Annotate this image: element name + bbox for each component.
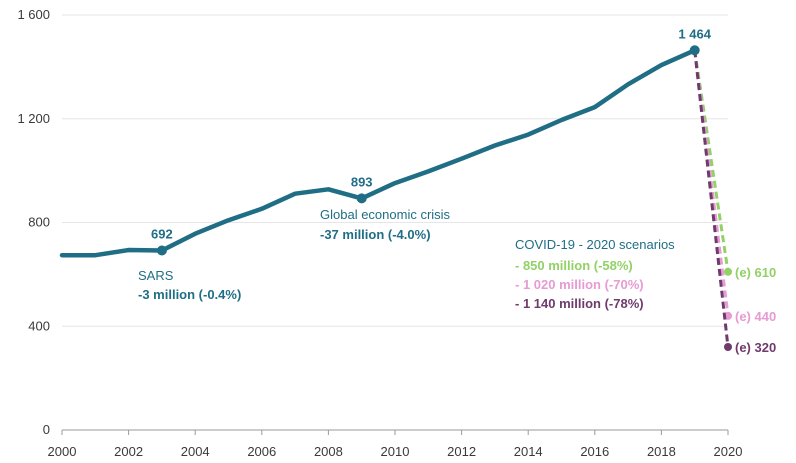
covid-scenarios-title: COVID-19 - 2020 scenarios xyxy=(515,237,675,252)
x-tick-label: 2002 xyxy=(114,444,143,459)
y-tick-label: 0 xyxy=(43,422,50,437)
scenario-end-labels: (e) 610 (e) 440 (e) 320 xyxy=(735,265,776,355)
x-tick-label: 2020 xyxy=(714,444,743,459)
scenario-end-marker xyxy=(724,267,732,276)
y-axis-ticks: 0 400 800 1 200 1 600 xyxy=(17,7,50,437)
sars-annotation-value: -3 million (-0.4%) xyxy=(138,287,241,302)
y-tick-label: 1 200 xyxy=(17,111,50,126)
x-tick-label: 2000 xyxy=(48,444,77,459)
y-tick-label: 800 xyxy=(28,215,50,230)
point-value-label: 1 464 xyxy=(678,26,711,41)
scenario-end-label: (e) 440 xyxy=(735,309,776,324)
x-tick-label: 2012 xyxy=(447,444,476,459)
x-tick-label: 2006 xyxy=(247,444,276,459)
crisis-annotation-title: Global economic crisis xyxy=(320,207,451,222)
gridlines xyxy=(62,14,728,327)
main-series-line xyxy=(59,48,697,258)
x-tick-label: 2018 xyxy=(647,444,676,459)
scenario-end-label: (e) 610 xyxy=(735,265,776,280)
highlight-point-marker xyxy=(689,45,700,56)
axes xyxy=(61,429,729,435)
crisis-annotation-value: -37 million (-4.0%) xyxy=(320,227,431,242)
highlight-point-marker xyxy=(356,193,367,204)
point-value-label: 893 xyxy=(351,174,373,189)
scenario-lines xyxy=(693,50,732,351)
scenario-line xyxy=(693,50,730,348)
y-tick-label: 1 600 xyxy=(17,7,50,22)
scenario-line xyxy=(693,50,730,317)
scenario-end-label: (e) 320 xyxy=(735,340,776,355)
highlight-point-marker xyxy=(156,245,167,256)
x-tick-label: 2010 xyxy=(381,444,410,459)
x-tick-label: 2004 xyxy=(181,444,210,459)
scenario-label-1140: - 1 140 million (-78%) xyxy=(515,296,644,311)
x-tick-label: 2014 xyxy=(514,444,543,459)
scenario-label-1020: - 1 020 million (-70%) xyxy=(515,277,644,292)
main-series xyxy=(59,45,700,258)
scenario-label-850: - 850 million (-58%) xyxy=(515,258,633,273)
y-tick-label: 400 xyxy=(28,318,50,333)
point-labels: 692 893 1 464 xyxy=(151,26,712,241)
sars-annotation-title: SARS xyxy=(138,268,174,283)
point-value-label: 692 xyxy=(151,227,173,242)
x-axis-ticks: 2000 2002 2004 2006 2008 2010 2012 2014 2016 2018… xyxy=(48,444,743,459)
scenario-end-marker xyxy=(724,343,732,351)
x-tick-label: 2016 xyxy=(580,444,609,459)
x-tick-label: 2008 xyxy=(314,444,343,459)
